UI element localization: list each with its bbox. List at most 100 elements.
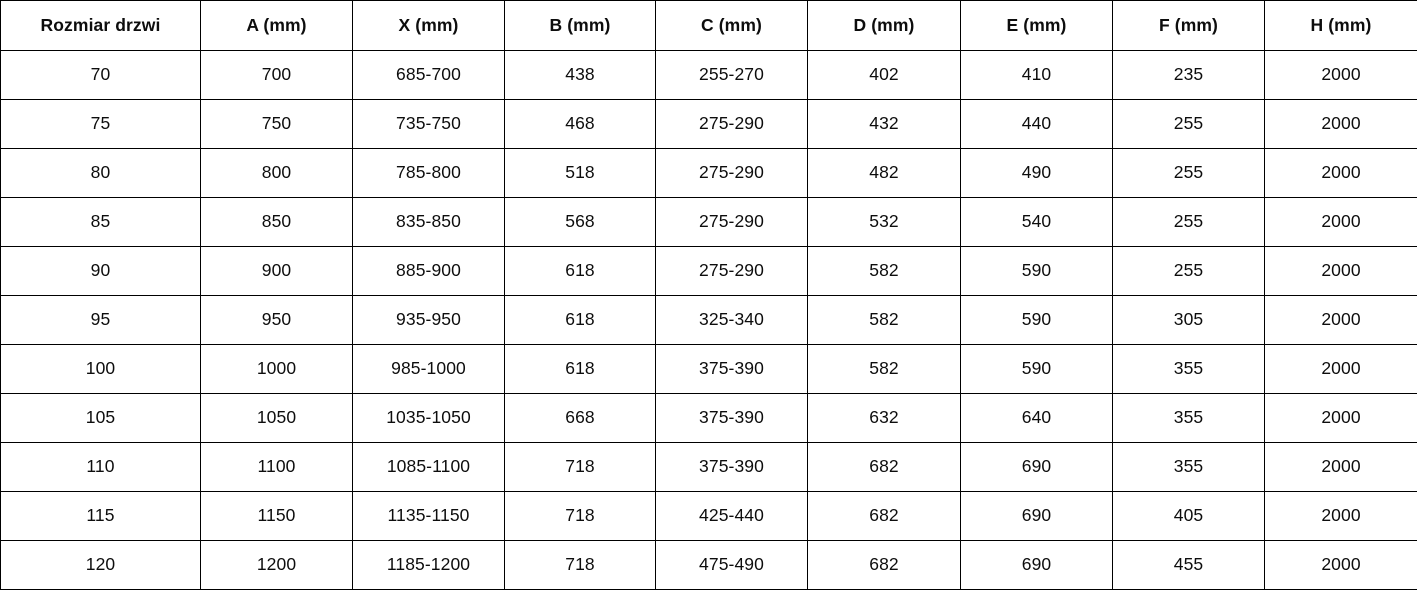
cell-b: 468 [505,100,656,149]
cell-e: 690 [961,443,1113,492]
cell-rozmiar-drzwi: 115 [1,492,201,541]
cell-f: 305 [1113,296,1265,345]
column-header-c: C (mm) [656,1,808,51]
cell-e: 640 [961,394,1113,443]
table-row: 115 1150 1135-1150 718 425-440 682 690 4… [1,492,1417,541]
cell-c: 275-290 [656,247,808,296]
cell-f: 355 [1113,394,1265,443]
cell-c: 475-490 [656,541,808,590]
cell-h: 2000 [1265,443,1417,492]
cell-e: 490 [961,149,1113,198]
cell-h: 2000 [1265,492,1417,541]
cell-b: 618 [505,296,656,345]
column-header-x: X (mm) [353,1,505,51]
cell-d: 682 [808,492,961,541]
table-row: 120 1200 1185-1200 718 475-490 682 690 4… [1,541,1417,590]
cell-x: 935-950 [353,296,505,345]
cell-rozmiar-drzwi: 95 [1,296,201,345]
cell-h: 2000 [1265,198,1417,247]
cell-f: 235 [1113,51,1265,100]
cell-a: 700 [201,51,353,100]
cell-rozmiar-drzwi: 75 [1,100,201,149]
cell-rozmiar-drzwi: 85 [1,198,201,247]
cell-h: 2000 [1265,541,1417,590]
table-row: 110 1100 1085-1100 718 375-390 682 690 3… [1,443,1417,492]
cell-c: 425-440 [656,492,808,541]
cell-c: 275-290 [656,198,808,247]
cell-d: 632 [808,394,961,443]
cell-c: 325-340 [656,296,808,345]
cell-a: 950 [201,296,353,345]
cell-c: 275-290 [656,149,808,198]
cell-x: 1035-1050 [353,394,505,443]
cell-f: 455 [1113,541,1265,590]
cell-h: 2000 [1265,51,1417,100]
cell-rozmiar-drzwi: 105 [1,394,201,443]
cell-h: 2000 [1265,296,1417,345]
column-header-e: E (mm) [961,1,1113,51]
cell-d: 682 [808,541,961,590]
cell-e: 590 [961,247,1113,296]
cell-h: 2000 [1265,247,1417,296]
table-row: 95 950 935-950 618 325-340 582 590 305 2… [1,296,1417,345]
cell-x: 735-750 [353,100,505,149]
cell-b: 718 [505,443,656,492]
cell-d: 582 [808,296,961,345]
column-header-a: A (mm) [201,1,353,51]
table-header: Rozmiar drzwi A (mm) X (mm) B (mm) C (mm… [1,1,1417,51]
cell-rozmiar-drzwi: 80 [1,149,201,198]
cell-c: 375-390 [656,394,808,443]
cell-f: 355 [1113,345,1265,394]
cell-e: 690 [961,541,1113,590]
table-row: 70 700 685-700 438 255-270 402 410 235 2… [1,51,1417,100]
cell-x: 785-800 [353,149,505,198]
cell-f: 255 [1113,100,1265,149]
cell-d: 432 [808,100,961,149]
cell-h: 2000 [1265,149,1417,198]
cell-e: 590 [961,345,1113,394]
cell-x: 835-850 [353,198,505,247]
cell-f: 255 [1113,149,1265,198]
cell-rozmiar-drzwi: 70 [1,51,201,100]
cell-b: 518 [505,149,656,198]
cell-b: 668 [505,394,656,443]
cell-e: 540 [961,198,1113,247]
cell-x: 1185-1200 [353,541,505,590]
cell-f: 255 [1113,198,1265,247]
header-row: Rozmiar drzwi A (mm) X (mm) B (mm) C (mm… [1,1,1417,51]
cell-b: 718 [505,541,656,590]
cell-rozmiar-drzwi: 110 [1,443,201,492]
cell-e: 690 [961,492,1113,541]
cell-b: 438 [505,51,656,100]
cell-rozmiar-drzwi: 100 [1,345,201,394]
cell-x: 685-700 [353,51,505,100]
cell-h: 2000 [1265,394,1417,443]
cell-x: 1135-1150 [353,492,505,541]
cell-a: 1000 [201,345,353,394]
table-row: 85 850 835-850 568 275-290 532 540 255 2… [1,198,1417,247]
cell-c: 375-390 [656,443,808,492]
cell-d: 402 [808,51,961,100]
cell-e: 410 [961,51,1113,100]
cell-b: 618 [505,247,656,296]
cell-x: 1085-1100 [353,443,505,492]
column-header-f: F (mm) [1113,1,1265,51]
cell-f: 255 [1113,247,1265,296]
cell-a: 1200 [201,541,353,590]
cell-f: 405 [1113,492,1265,541]
column-header-rozmiar-drzwi: Rozmiar drzwi [1,1,201,51]
cell-f: 355 [1113,443,1265,492]
cell-h: 2000 [1265,345,1417,394]
cell-e: 440 [961,100,1113,149]
cell-b: 568 [505,198,656,247]
cell-e: 590 [961,296,1113,345]
cell-rozmiar-drzwi: 90 [1,247,201,296]
cell-d: 532 [808,198,961,247]
cell-a: 750 [201,100,353,149]
table-row: 75 750 735-750 468 275-290 432 440 255 2… [1,100,1417,149]
cell-d: 682 [808,443,961,492]
cell-a: 900 [201,247,353,296]
cell-rozmiar-drzwi: 120 [1,541,201,590]
cell-d: 482 [808,149,961,198]
